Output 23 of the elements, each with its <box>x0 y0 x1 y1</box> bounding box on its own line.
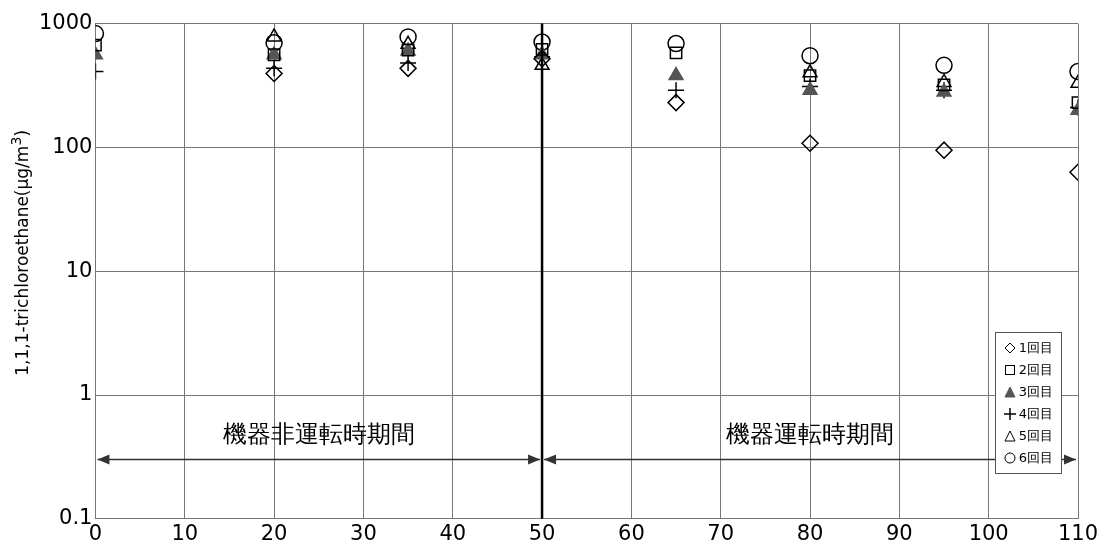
legend-label: 1回目 <box>1018 339 1053 357</box>
x-tick-label: 40 <box>439 520 467 545</box>
y-tick-label: 1000 <box>38 10 93 35</box>
y-tick-label: 1 <box>79 381 93 406</box>
x-tick-label: 70 <box>707 520 735 545</box>
legend-label: 6回目 <box>1018 449 1053 467</box>
annotation: 機器非運転時期間 <box>222 419 415 448</box>
x-tick-label: 10 <box>171 520 199 545</box>
x-tick-label: 30 <box>350 520 377 545</box>
legend-label: 3回目 <box>1018 383 1053 401</box>
x-tick-label: 80 <box>796 520 824 545</box>
y-tick-label: 100 <box>52 133 93 158</box>
x-tick-label: 60 <box>618 520 645 545</box>
annotation: 機器運転時期間 <box>726 419 895 448</box>
y-tick-label: 10 <box>65 257 93 282</box>
x-tick-label: 100 <box>968 520 1009 545</box>
x-tick-label: 20 <box>260 520 288 545</box>
x-tick-label: 90 <box>885 520 913 545</box>
x-tick-label: 50 <box>528 520 556 545</box>
x-tick-label: 110 <box>1057 520 1099 545</box>
legend-label: 4回目 <box>1018 405 1053 423</box>
legend-label: 2回目 <box>1018 361 1053 379</box>
legend-label: 5回目 <box>1018 427 1053 445</box>
